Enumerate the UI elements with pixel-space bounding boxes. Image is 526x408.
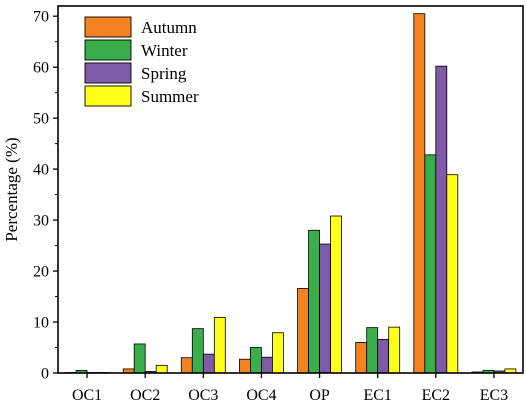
x-tick-label: OC4 <box>246 387 276 404</box>
axes-group: OC1 OC2 OC3 OC4 OP EC1 EC2 EC3 0 10 20 30 40 50 60 70 <box>33 5 524 404</box>
x-tick-label: EC2 <box>422 387 450 404</box>
y-tick-label: 0 <box>41 366 49 383</box>
legend: Autumn Winter Spring Summer <box>84 16 199 107</box>
bar-autumn-oc3 <box>180 357 193 374</box>
x-tick-label: OP <box>309 387 330 404</box>
y-tick-label: 50 <box>33 111 49 128</box>
y-tick-label: 10 <box>33 315 49 332</box>
bar-spring-ec2 <box>435 65 448 374</box>
bar-winter-ec1 <box>366 327 379 374</box>
bar-winter-oc4 <box>250 347 262 374</box>
bar-autumn-op <box>297 287 309 374</box>
legend-swatch-spring <box>84 62 132 84</box>
y-tick-label: 30 <box>33 213 49 230</box>
bar-autumn-oc4 <box>239 358 251 374</box>
bar-summer-oc3 <box>213 317 226 374</box>
x-tick-label: OC2 <box>130 387 160 404</box>
bar-summer-ec2 <box>446 174 459 374</box>
y-tick-label: 60 <box>33 60 49 77</box>
bar-summer-oc2 <box>155 364 168 374</box>
bar-autumn-ec1 <box>355 342 368 374</box>
plot-frame <box>57 5 524 374</box>
bar-summer-op <box>330 215 342 374</box>
bar-winter-oc2 <box>133 343 146 374</box>
legend-swatch-summer <box>84 85 132 107</box>
y-tick-label: 40 <box>33 162 49 179</box>
x-tick-label: OC1 <box>72 387 102 404</box>
legend-swatch-winter <box>84 39 132 61</box>
x-tick-label: EC1 <box>363 387 391 404</box>
legend-label-summer: Summer <box>141 87 199 106</box>
legend-label-spring: Spring <box>141 64 187 83</box>
legend-label-autumn: Autumn <box>141 18 197 37</box>
bar-winter-ec2 <box>424 154 437 374</box>
bar-autumn-ec2 <box>413 13 426 374</box>
bar-summer-ec1 <box>388 326 401 374</box>
y-tick-label: 70 <box>33 9 49 26</box>
legend-label-winter: Winter <box>141 41 188 60</box>
bars-group <box>64 13 517 374</box>
x-tick-label: OC3 <box>188 387 218 404</box>
x-tick-label: EC3 <box>480 387 508 404</box>
bar-spring-op <box>319 243 331 374</box>
bar-winter-oc3 <box>191 328 204 374</box>
bar-winter-op <box>308 229 320 374</box>
y-tick-label: 20 <box>33 264 49 281</box>
bar-spring-oc3 <box>202 353 215 374</box>
legend-swatch-autumn <box>84 16 132 38</box>
bar-spring-ec1 <box>377 338 390 374</box>
bar-spring-oc4 <box>261 356 273 374</box>
y-axis-title: Percentage (%) <box>2 137 21 241</box>
bar-summer-oc4 <box>272 332 284 374</box>
